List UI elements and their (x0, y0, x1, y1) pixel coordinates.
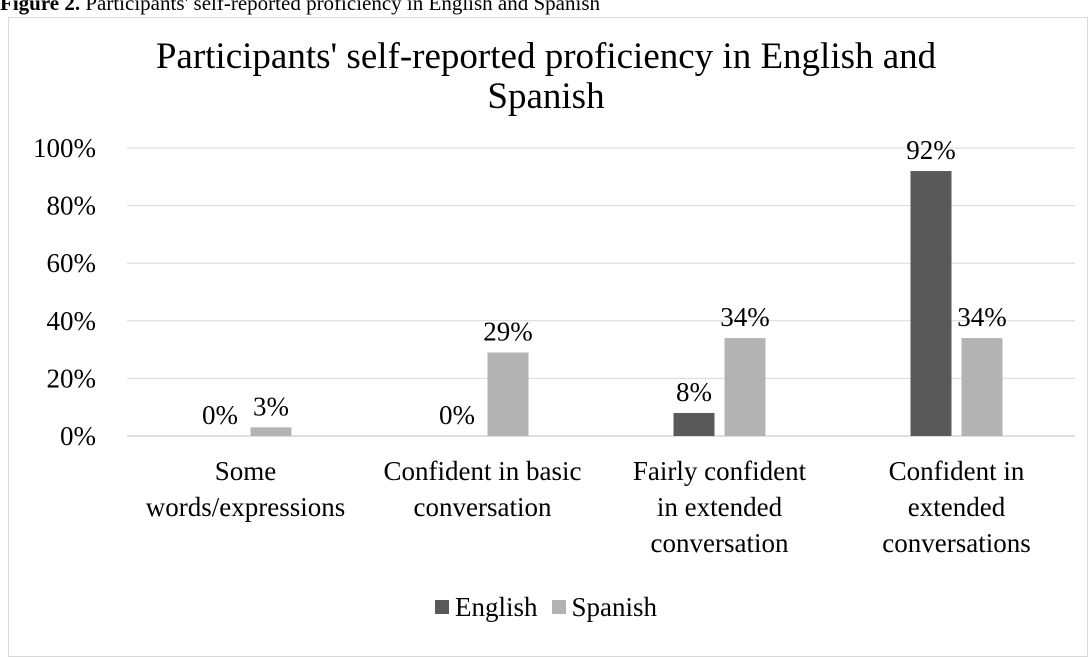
x-tick-label: Confident in (889, 456, 1025, 486)
chart-legend: English Spanish (0, 587, 1092, 627)
legend-label-spanish: Spanish (571, 591, 658, 622)
y-tick-label: 80% (47, 191, 97, 221)
x-tick-label: conversations (882, 528, 1030, 558)
chart-title-line-1: Participants' self-reported proficiency … (155, 36, 937, 77)
legend-swatch-english (434, 600, 449, 614)
bar-english (910, 171, 952, 437)
bar-chart: 0% 20% 40% 60% 80% 100% 0% 0% 8% 92% 3% 29% 34% 34% So… (33, 133, 1075, 558)
legend-label-english: English (454, 591, 538, 622)
data-label: 3% (253, 391, 289, 421)
y-tick-label: 40% (47, 306, 97, 336)
data-label: 92% (906, 135, 956, 165)
data-label: 8% (676, 377, 712, 407)
y-tick-label: 100% (33, 133, 96, 163)
y-tick-label: 0% (60, 421, 96, 451)
legend-item-english: English (434, 591, 538, 623)
x-tick-label: Fairly confident (633, 456, 807, 486)
bar-english (673, 412, 715, 436)
x-tick-label: Confident in basic (384, 456, 582, 486)
data-label: 34% (720, 302, 770, 332)
legend-swatch-spanish (551, 600, 566, 614)
figure-caption: Figure 2. Participants' self-reported pr… (0, 0, 600, 14)
x-tick-label: conversation (651, 528, 789, 558)
x-tick-label: extended (908, 492, 1006, 522)
x-tick-label: conversation (414, 492, 552, 522)
chart-area (8, 17, 1088, 657)
y-tick-label: 20% (47, 363, 97, 393)
legend-item-spanish: Spanish (551, 591, 658, 623)
x-tick-label: words/expressions (146, 492, 345, 522)
bar-spanish (487, 352, 529, 436)
bar-spanish (250, 427, 292, 436)
data-label: 29% (483, 316, 533, 346)
figure-caption-label: Figure 2. (0, 0, 81, 15)
bar-spanish (961, 338, 1003, 436)
x-tick-label: Some (215, 456, 277, 486)
data-label: 0% (202, 400, 238, 430)
y-tick-label: 60% (47, 248, 97, 278)
figure-caption-text: Participants' self-reported proficiency … (80, 0, 601, 15)
bar-spanish (724, 338, 766, 436)
chart-title-line-2: Spanish (487, 76, 605, 117)
x-tick-label: in extended (657, 492, 783, 522)
data-label: 34% (957, 302, 1007, 332)
data-label: 0% (439, 400, 475, 430)
